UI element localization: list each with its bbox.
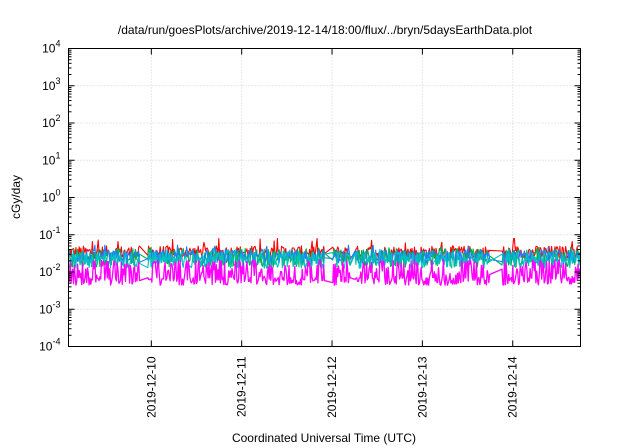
y-tick-label: 10-1 xyxy=(39,225,60,242)
y-tick-label: 10-3 xyxy=(39,299,60,316)
x-tick-label: 2019-12-12 xyxy=(325,356,339,418)
x-tick-label: 2019-12-11 xyxy=(235,356,249,417)
y-tick-label: 10-4 xyxy=(39,337,60,354)
series-line xyxy=(67,259,582,286)
x-axis-label: Coordinated Universal Time (UTC) xyxy=(232,431,416,445)
y-tick-label: 10-2 xyxy=(39,262,60,279)
y-axis-label: cGy/day xyxy=(9,175,23,219)
y-axis-label-group: cGy/day xyxy=(9,175,23,219)
y-tick-label: 101 xyxy=(42,150,60,167)
grid-layer xyxy=(68,48,581,347)
y-tick-label: 102 xyxy=(42,113,60,130)
tick-layer: 10-4 10-3 10-2 10-1 100 101 102 103 104 2019-12-1… xyxy=(39,39,581,418)
y-tick-label: 100 xyxy=(42,188,60,205)
y-tick-label: 103 xyxy=(42,76,60,93)
chart-title: /data/run/goesPlots/archive/2019-12-14/1… xyxy=(118,23,533,37)
series-layer xyxy=(67,238,582,286)
series-line xyxy=(68,248,582,269)
x-tick-label: 2019-12-14 xyxy=(506,356,520,418)
x-tick-label: 2019-12-13 xyxy=(415,356,429,418)
y-tick-label: 104 xyxy=(42,39,60,56)
x-tick-label: 2019-12-10 xyxy=(144,356,158,418)
